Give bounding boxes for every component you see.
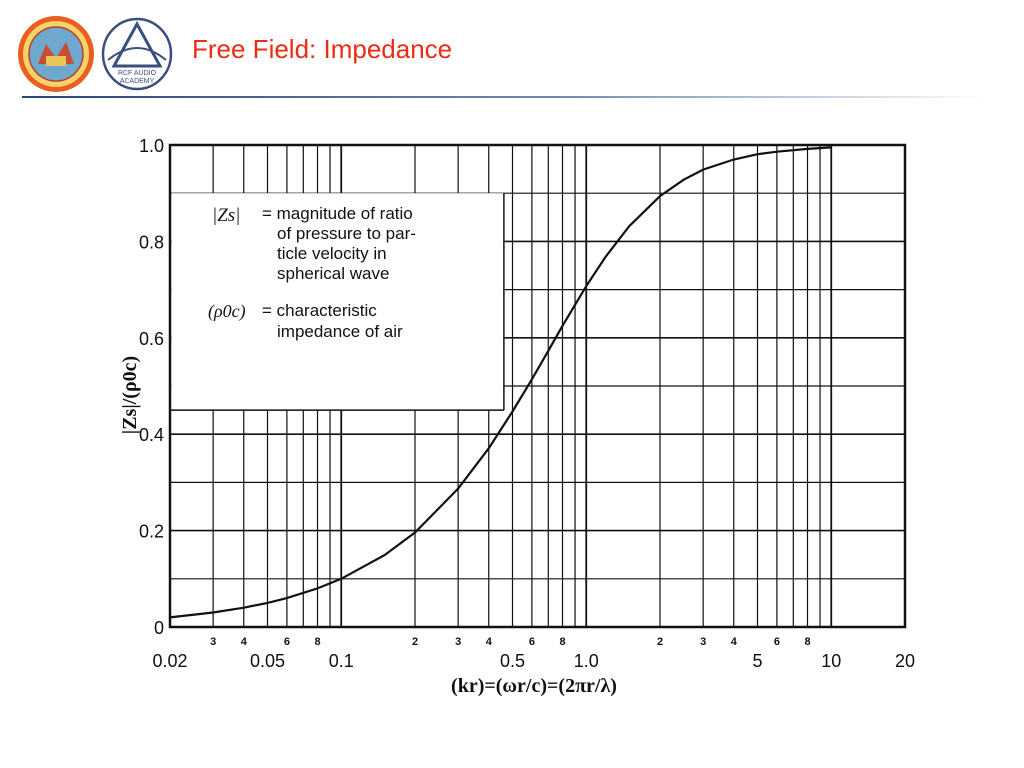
logo-text-line2: ACADEMY xyxy=(120,78,155,85)
y-tick-label: 1.0 xyxy=(139,136,164,156)
x-minor-tick-label: 6 xyxy=(284,636,290,648)
y-tick-label: 0.8 xyxy=(139,232,164,252)
x-minor-tick-label: 6 xyxy=(529,636,535,648)
x-minor-tick-label: 3 xyxy=(455,636,461,648)
x-major-tick-label: 1.0 xyxy=(574,651,599,671)
x-axis-label: (kr)=(ωr/c)=(2πr/λ) xyxy=(451,675,617,697)
x-major-tick-label: 10 xyxy=(821,651,841,671)
x-minor-tick-label: 4 xyxy=(731,636,738,648)
legend-text-line: impedance of air xyxy=(277,322,403,341)
x-minor-tick-label: 4 xyxy=(486,636,493,648)
chart-grid xyxy=(170,145,905,627)
legend-symbol-rho0c: (ρ0c) xyxy=(208,301,246,322)
slide-title: Free Field: Impedance xyxy=(192,34,453,64)
rcf-audio-academy-logo: RCF AUDIO ACADEMY xyxy=(101,17,173,91)
x-major-tick-labels: 0.02 0.05 0.1 0.5 1.0 5 10 20 xyxy=(152,651,915,671)
x-minor-tick-label: 2 xyxy=(657,636,663,648)
x-minor-tick-label: 2 xyxy=(412,636,418,648)
x-major-tick-label: 0.5 xyxy=(500,651,525,671)
legend-text-line: = characteristic xyxy=(262,301,377,320)
y-tick-label: 0.2 xyxy=(139,522,164,542)
legend-text-line: spherical wave xyxy=(277,264,389,283)
legend-text-line: ticle velocity in xyxy=(277,244,387,263)
x-minor-tick-label: 3 xyxy=(700,636,706,648)
y-tick-label: 0 xyxy=(154,618,164,638)
x-major-tick-label: 20 xyxy=(895,651,915,671)
university-seal-logo xyxy=(18,16,94,92)
y-tick-label: 0.4 xyxy=(139,425,164,445)
header-divider xyxy=(22,96,992,98)
x-major-tick-label: 0.02 xyxy=(152,651,187,671)
x-minor-tick-label: 6 xyxy=(774,636,780,648)
legend-text-line: = magnitude of ratio xyxy=(262,204,413,223)
y-axis-label: |Zs|/(ρ0c) xyxy=(119,356,141,434)
x-minor-tick-label: 4 xyxy=(241,636,248,648)
plot-frame xyxy=(168,143,907,629)
x-minor-tick-label: 8 xyxy=(314,636,320,648)
legend-symbol-zs: |Zs| xyxy=(212,205,240,226)
impedance-curve xyxy=(169,146,832,619)
legend-text-line: of pressure to par- xyxy=(277,224,416,243)
y-tick-label: 0.6 xyxy=(139,329,164,349)
x-major-tick-label: 5 xyxy=(752,651,762,671)
x-minor-tick-label: 8 xyxy=(559,636,565,648)
slide-header: RCF AUDIO ACADEMY Free Field: Impedance xyxy=(0,0,1024,100)
logo-text-line1: RCF AUDIO xyxy=(118,70,157,77)
x-major-tick-label: 0.05 xyxy=(250,651,285,671)
x-minor-tick-label: 8 xyxy=(804,636,810,648)
y-tick-labels: 0 0.2 0.4 0.6 0.8 1.0 xyxy=(139,136,164,638)
x-major-tick-label: 0.1 xyxy=(329,651,354,671)
x-minor-tick-label: 3 xyxy=(210,636,216,648)
x-minor-tick-labels: 3 4 6 8 2 3 4 6 8 2 3 4 6 8 xyxy=(210,636,810,648)
